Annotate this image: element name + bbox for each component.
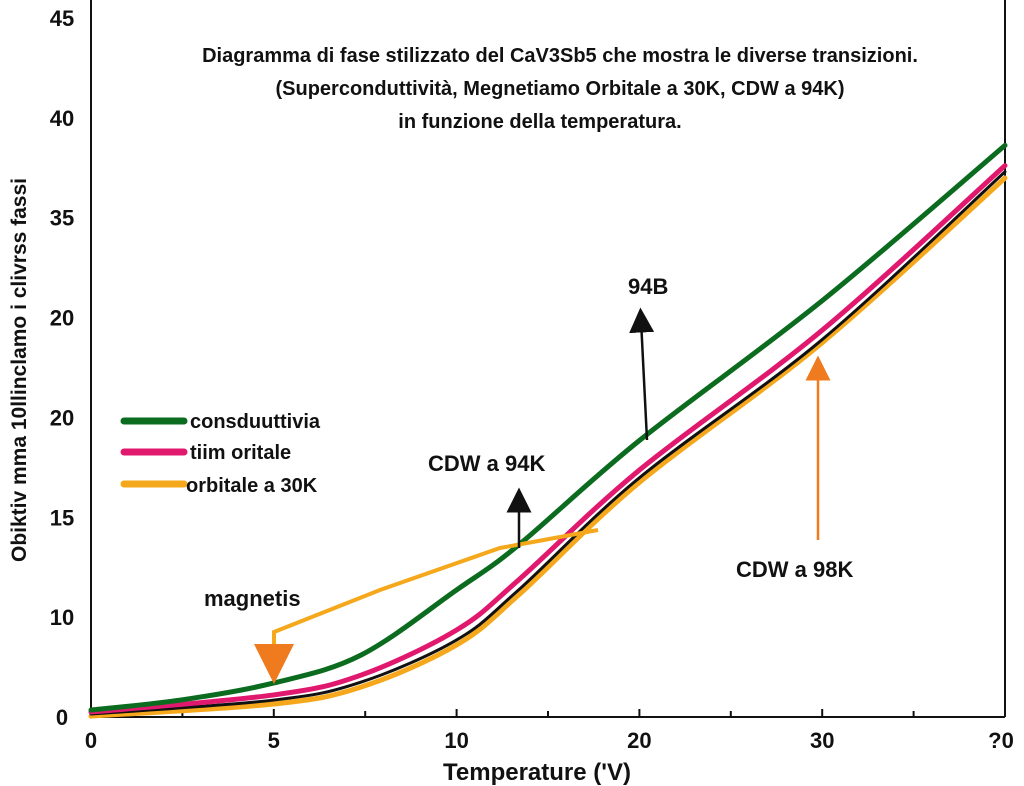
series-line-black: [89, 170, 1007, 716]
annotation-cdw-98k: CDW a 98K: [736, 557, 853, 582]
series-line-tiim-oritale: [88, 163, 1008, 715]
title-line-3: in funzione della temperatura.: [398, 111, 681, 133]
y-tick-label: 20: [50, 306, 74, 331]
annotation-94b: 94B: [628, 274, 668, 299]
y-ticks: 0 10 15 20 20 35 40 45: [50, 6, 74, 730]
legend: consduuttivia tiim oritale orbitale a 30…: [120, 411, 321, 497]
y-tick-label: 35: [50, 206, 74, 231]
x-axis-title: Temperature ('V): [443, 759, 631, 786]
annotation-cdw-94k: CDW a 94K: [428, 451, 545, 476]
series-line-consduuttivia: [88, 142, 1008, 713]
y-tick-label: 10: [50, 605, 74, 630]
title-line-2: (Superconduttività, Megnetiamo Orbitale …: [276, 78, 845, 100]
x-tick-label: 5: [268, 728, 280, 753]
annotation-magnetis: magnetis: [204, 586, 301, 611]
y-tick-label: 15: [50, 505, 74, 530]
y-axis-title: Obiktiv mma 10llinclamo i clivrss fassi: [8, 178, 31, 562]
x-tick-label: 20: [627, 728, 651, 753]
x-tick-label: ?0: [988, 728, 1014, 753]
legend-label-1: consduuttivia: [190, 411, 321, 433]
y-tick-label: 0: [56, 705, 68, 730]
y-tick-label: 20: [50, 405, 74, 430]
x-tick-label: 0: [85, 728, 97, 753]
annotations: magnetis CDW a 94K 94B CDW a 98K: [204, 274, 853, 684]
legend-label-2: tiim oritale: [190, 442, 291, 464]
y-tick-label: 45: [50, 6, 74, 31]
chart-title: Diagramma di fase stilizzato del CaV3Sb5…: [202, 45, 918, 133]
x-ticks: 0 5 10 20 30 ?0: [85, 709, 1014, 753]
94b-arrow: [629, 307, 655, 441]
magnetis-arrow: [254, 528, 599, 684]
series-lines: [88, 142, 1008, 719]
x-tick-label: 30: [810, 728, 834, 753]
title-line-1: Diagramma di fase stilizzato del CaV3Sb5…: [202, 45, 918, 67]
series-line-orbitale-a-30K: [88, 175, 1008, 719]
y-tick-label: 40: [50, 106, 74, 131]
x-tick-label: 10: [444, 728, 468, 753]
legend-label-3: orbitale a 30K: [186, 475, 318, 497]
